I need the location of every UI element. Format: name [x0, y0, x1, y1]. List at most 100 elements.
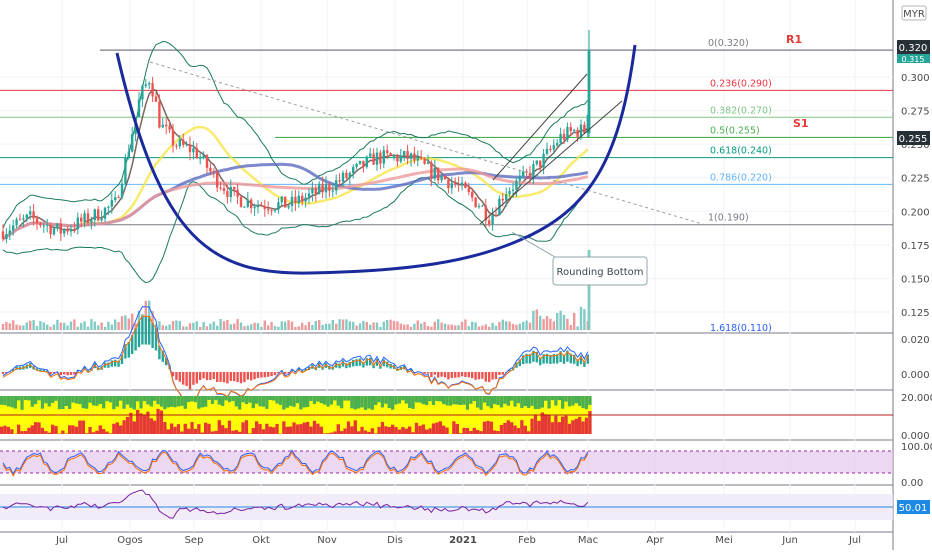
- volume-bar: [515, 325, 517, 330]
- strength-bar-red: [428, 428, 431, 434]
- strength-bar-red: [34, 422, 37, 434]
- strength-bar-red: [173, 427, 176, 434]
- strength-bar-green: [231, 396, 234, 401]
- macd-histogram-bar: [253, 372, 255, 379]
- strength-bar-green: [456, 396, 459, 405]
- strength-bar-green: [490, 396, 493, 408]
- candle-body: [73, 229, 75, 230]
- strength-bar-green: [571, 396, 574, 406]
- strength-bar-red: [129, 413, 132, 434]
- strength-bar-green: [241, 396, 244, 402]
- strength-bar-red: [252, 428, 255, 434]
- candle-body: [539, 161, 541, 168]
- strength-bar-red: [296, 424, 299, 434]
- strength-bar-green: [544, 396, 547, 401]
- strength-bar-red: [313, 421, 316, 434]
- strength-bar-red: [299, 424, 302, 434]
- candle-body: [179, 140, 181, 147]
- indicator-tick-label: 0.020: [901, 335, 930, 346]
- volume-bar: [502, 320, 504, 330]
- candle-body: [553, 145, 555, 149]
- strength-bar-green: [262, 396, 265, 407]
- candle-body: [192, 148, 194, 152]
- volume-bar: [90, 319, 92, 330]
- strength-bar-green: [58, 396, 61, 409]
- volume-bar: [73, 319, 75, 330]
- candle-body: [287, 206, 289, 208]
- candle-body: [158, 102, 160, 128]
- strength-bar-red: [163, 422, 166, 434]
- candle-body: [80, 218, 82, 222]
- time-axis-label: Mac: [578, 535, 598, 546]
- strength-bar-red: [374, 433, 377, 434]
- strength-bar-green: [31, 396, 34, 407]
- volume-bar: [474, 322, 476, 330]
- volume-bar: [260, 327, 262, 330]
- strength-bar-green: [44, 396, 47, 403]
- volume-bar: [19, 325, 21, 330]
- fib-level-label: 0.236(0.290): [710, 78, 772, 89]
- strength-bar-red: [503, 423, 506, 434]
- strength-bar-red: [122, 420, 125, 434]
- candle-body: [549, 149, 551, 150]
- strength-bar-green: [391, 396, 394, 410]
- volume-bar: [427, 326, 429, 330]
- candle-body: [36, 218, 38, 223]
- strength-bar-green: [411, 396, 414, 409]
- strength-bar-red: [394, 427, 397, 434]
- strength-bar-red: [564, 416, 567, 434]
- volume-bar: [9, 323, 11, 330]
- candle-body: [66, 229, 68, 231]
- volume-bar: [417, 320, 419, 330]
- strength-bar-green: [170, 396, 173, 407]
- s1-label: S1: [793, 117, 809, 130]
- candle-body: [308, 193, 310, 197]
- strength-bar-red: [92, 432, 95, 434]
- strength-bar-green: [269, 396, 272, 400]
- time-axis-label: Okt: [252, 535, 270, 546]
- strength-bar-green: [24, 396, 27, 400]
- candle-body: [335, 180, 337, 190]
- volume-bar: [539, 316, 541, 330]
- candle-body: [359, 161, 361, 164]
- volume-bar: [162, 325, 164, 330]
- strength-bar-red: [248, 433, 251, 434]
- macd-histogram-bar: [189, 372, 191, 389]
- candle-body: [196, 148, 198, 158]
- volume-bar: [508, 321, 510, 330]
- strength-bar-red: [265, 424, 268, 434]
- macd-histogram-bar: [464, 372, 466, 377]
- volume-bar: [199, 327, 201, 330]
- volume-bar: [277, 327, 279, 330]
- candle-body: [182, 140, 184, 145]
- strength-bar-green: [119, 396, 122, 401]
- candle-body: [304, 198, 306, 202]
- volume-bar: [175, 320, 177, 330]
- volume-bar: [22, 325, 24, 330]
- candle-body: [111, 200, 113, 207]
- volume-bar: [556, 313, 558, 330]
- candle-body: [447, 179, 449, 188]
- rsi-value: 50.01: [899, 503, 928, 514]
- strength-bar-red: [347, 421, 350, 434]
- macd-histogram-bar: [264, 372, 266, 377]
- volume-bar: [413, 324, 415, 330]
- strength-bar-red: [214, 431, 217, 434]
- candle-body: [542, 154, 544, 167]
- macd-histogram-bar: [111, 360, 113, 366]
- volume-bar: [321, 325, 323, 330]
- strength-bar-green: [85, 396, 88, 409]
- strength-bar-green: [163, 396, 166, 409]
- indicator-tick-label: 0.000: [901, 370, 930, 381]
- candle-body: [206, 155, 208, 168]
- candle-body: [32, 211, 34, 218]
- strength-bar-green: [547, 396, 550, 408]
- candle-body: [22, 218, 24, 219]
- macd-histogram-bar: [202, 372, 204, 378]
- strength-bar-green: [167, 396, 170, 407]
- candle-body: [393, 156, 395, 157]
- strength-bar-red: [7, 427, 10, 434]
- volume-bar: [213, 322, 215, 330]
- strength-bar-green: [265, 396, 268, 409]
- volume-bar: [80, 323, 82, 330]
